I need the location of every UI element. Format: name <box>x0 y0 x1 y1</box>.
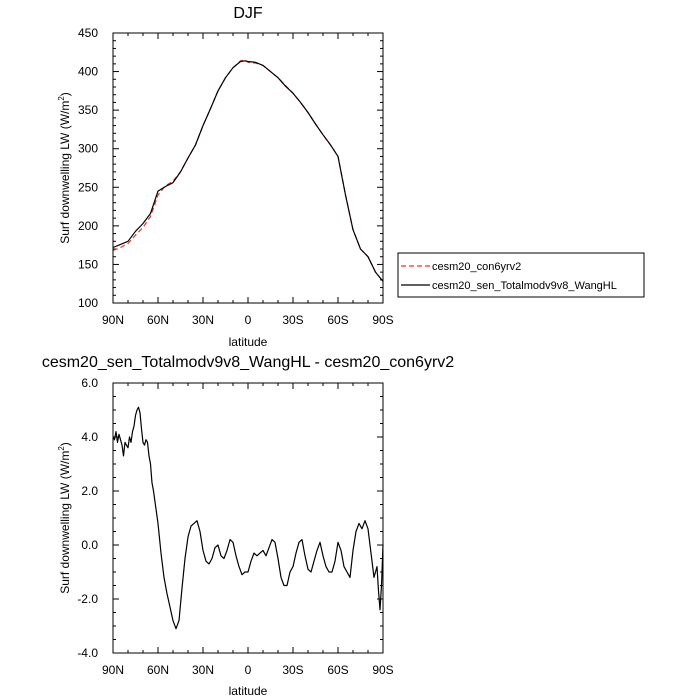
top-y-label-close: ) <box>58 92 72 96</box>
top-series-line-sensitivity <box>112 60 384 282</box>
top-x-axis-label: latitude <box>229 335 268 349</box>
top-series-line-control <box>112 59 384 282</box>
bottom-plot-frame <box>112 382 384 654</box>
top-x-tick-label: 60N <box>147 313 169 327</box>
bottom-x-tick-label: 90N <box>102 663 124 677</box>
bottom-y-tick-label: 6.0 <box>81 376 98 390</box>
legend-box <box>397 252 645 298</box>
top-y-tick-label: 250 <box>78 180 98 194</box>
top-y-tick-label: 400 <box>78 65 98 79</box>
bottom-y-tick-label: 4.0 <box>81 430 98 444</box>
top-y-tick-label: 350 <box>78 103 98 117</box>
top-x-tick-label: 90N <box>102 313 124 327</box>
bottom-y-axis-label: Surf downwelling LW (W/m2) <box>57 442 72 594</box>
bottom-y-label-sup: 2 <box>57 446 66 451</box>
bottom-x-tick-label: 90S <box>372 663 393 677</box>
top-legend: cesm20_con6yrv2 cesm20_sen_Totalmodv9v8_… <box>397 252 645 298</box>
legend-label-sensitivity: cesm20_sen_Totalmodv9v8_WangHL <box>432 280 617 292</box>
bottom-y-tick-label: -4.0 <box>77 646 98 660</box>
bottom-y-label-close: ) <box>58 442 72 446</box>
bottom-x-tick-label: 30N <box>192 663 214 677</box>
bottom-y-tick-label: 2.0 <box>81 484 98 498</box>
legend-label-control: cesm20_con6yrv2 <box>432 261 521 273</box>
bottom-series-line-difference <box>112 406 384 630</box>
top-y-tick-label: 150 <box>78 257 98 271</box>
top-axes-ticks: 90N 60N 30N 0 30S 60S 90S 100 150 200 250 300 350 400… <box>78 26 394 327</box>
bottom-series-group <box>112 406 384 630</box>
top-x-tick-label: 30S <box>282 313 303 327</box>
bottom-x-tick-label: 30S <box>282 663 303 677</box>
bottom-y-label-main: Surf downwelling LW (W/m <box>58 451 72 594</box>
top-x-tick-label: 0 <box>245 313 252 327</box>
bottom-panel: cesm20_sen_Totalmodv9v8_WangHL - cesm20_… <box>42 354 454 698</box>
top-x-tick-label: 30N <box>192 313 214 327</box>
top-plot-frame <box>112 32 384 304</box>
top-series-group <box>112 59 384 282</box>
bottom-x-tick-label: 60S <box>327 663 348 677</box>
top-y-axis-label: Surf downwelling LW (W/m2) <box>57 92 72 244</box>
bottom-y-tick-label: -2.0 <box>77 592 98 606</box>
top-y-tick-label: 200 <box>78 219 98 233</box>
bottom-axes-ticks: 90N 60N 30N 0 30S 60S 90S -4.0 -2.0 0.0 2.0 4.0 6.0 <box>77 376 393 677</box>
top-panel: DJF 90N 60N 30N 0 30S 60S 90S 100 150 200 250 300 35… <box>57 5 645 349</box>
bottom-x-tick-label: 60N <box>147 663 169 677</box>
top-y-label-sup: 2 <box>57 96 66 101</box>
bottom-y-tick-label: 0.0 <box>81 538 98 552</box>
bottom-chart-title: cesm20_sen_Totalmodv9v8_WangHL - cesm20_… <box>42 354 454 371</box>
top-y-label-main: Surf downwelling LW (W/m <box>58 101 72 244</box>
top-x-tick-label: 90S <box>372 313 393 327</box>
bottom-x-axis-label: latitude <box>229 684 268 698</box>
top-x-tick-label: 60S <box>327 313 348 327</box>
bottom-x-tick-label: 0 <box>245 663 252 677</box>
top-y-tick-label: 100 <box>78 296 98 310</box>
top-y-tick-label: 450 <box>78 26 98 40</box>
top-y-tick-label: 300 <box>78 142 98 156</box>
top-chart-title: DJF <box>233 5 263 22</box>
